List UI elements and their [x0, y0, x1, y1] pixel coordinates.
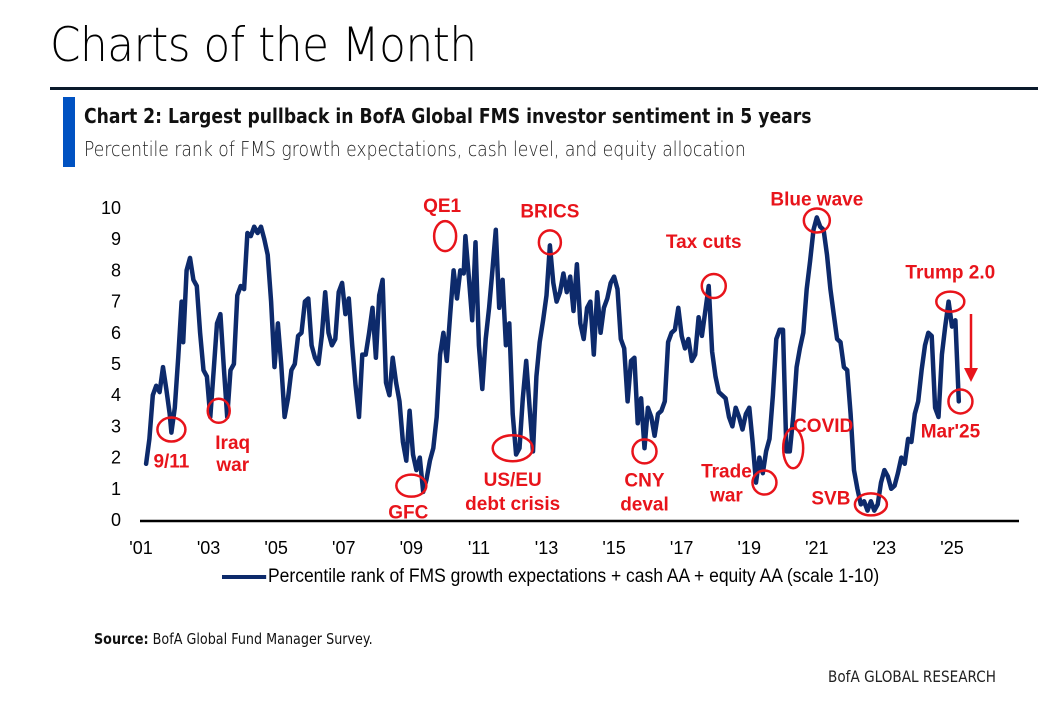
- x-tick-label: '01: [129, 538, 152, 558]
- x-tick-label: '25: [940, 538, 963, 558]
- sentiment-line-chart: 0 1 2 3 4 5 6 7 8 9 10 '01 '03 '05 '07 '09 '11 '13 '15 '17…: [101, 189, 1019, 558]
- annotation: Mar'25: [921, 388, 981, 442]
- annotation-label: war: [709, 486, 743, 507]
- annotation-circle: [537, 229, 563, 256]
- y-tick-label: 5: [111, 354, 121, 374]
- annotation-label: Iraq: [215, 433, 250, 454]
- annotation: CNY deval: [620, 438, 669, 515]
- annotation: US/EU debt crisis: [465, 433, 560, 515]
- y-axis-ticks: 0 1 2 3 4 5 6 7 8 9 10: [101, 198, 121, 530]
- annotation: BRICS: [520, 201, 579, 256]
- legend: Percentile rank of FMS growth expectatio…: [222, 566, 879, 588]
- annotation-circle: [935, 290, 966, 313]
- x-tick-label: '09: [400, 538, 423, 558]
- series-line: [143, 215, 962, 513]
- x-tick-label: '23: [873, 538, 896, 558]
- annotation-label: war: [215, 455, 249, 476]
- annotation: 9/11: [153, 416, 190, 473]
- source-text: BofA Global Fund Manager Survey.: [152, 630, 373, 648]
- annotation-label: SVB: [811, 488, 850, 509]
- annotation-label: Trade: [701, 462, 752, 483]
- annotation-label: Trump 2.0: [905, 263, 995, 284]
- x-tick-label: '03: [197, 538, 220, 558]
- y-tick-label: 2: [111, 448, 121, 468]
- y-tick-label: 4: [111, 385, 121, 405]
- down-arrow-icon: [964, 314, 978, 382]
- x-axis-ticks: '01 '03 '05 '07 '09 '11 '13 '15 '17 '19 '21 '23 '25: [129, 538, 963, 558]
- x-tick-label: '07: [332, 538, 355, 558]
- annotation-label: QE1: [423, 196, 461, 217]
- source-label: Source:: [94, 630, 149, 648]
- annotation-label: BRICS: [520, 201, 579, 222]
- annotation-label: GFC: [388, 503, 428, 524]
- annotation-circle: [631, 438, 658, 465]
- chart-subtitle: Percentile rank of FMS growth expectatio…: [84, 137, 746, 161]
- annotation-circle: [781, 426, 805, 470]
- annotation-label: debt crisis: [465, 494, 560, 515]
- y-tick-label: 6: [111, 323, 121, 343]
- annotation-circle: [156, 416, 187, 443]
- annotation: COVID: [781, 416, 853, 470]
- y-tick-label: 8: [111, 260, 121, 280]
- annotation-label: 9/11: [153, 452, 189, 473]
- x-tick-label: '13: [535, 538, 558, 558]
- annotation-circle: [700, 272, 728, 300]
- annotation-circle: [206, 397, 231, 425]
- arrow-head: [964, 368, 978, 382]
- annotation: Trump 2.0: [905, 263, 995, 313]
- source-note: Source: BofA Global Fund Manager Survey.: [94, 630, 373, 648]
- annotation-label: Blue wave: [770, 189, 863, 210]
- y-tick-label: 7: [111, 292, 121, 312]
- annotation-circle: [947, 388, 974, 415]
- chart-title: Chart 2: Largest pullback in BofA Global…: [84, 104, 812, 128]
- chart-accent-bar: [63, 97, 75, 167]
- annotation-label: deval: [620, 494, 669, 515]
- annotation-label: US/EU: [484, 470, 542, 491]
- x-tick-label: '21: [805, 538, 828, 558]
- x-tick-label: '17: [670, 538, 693, 558]
- x-tick-label: '15: [602, 538, 625, 558]
- x-tick-label: '11: [468, 538, 490, 558]
- y-tick-label: 9: [111, 229, 121, 249]
- annotation: GFC: [388, 473, 429, 524]
- page-title: Charts of the Month: [50, 18, 477, 73]
- annotation: SVB: [811, 488, 889, 517]
- legend-swatch: [222, 575, 267, 579]
- annotation-circle: [395, 473, 428, 498]
- y-tick-label: 10: [101, 198, 121, 218]
- y-tick-label: 0: [111, 510, 121, 530]
- annotation-label: Tax cuts: [666, 232, 742, 253]
- annotation-label: CNY: [624, 470, 664, 491]
- brand-footer: BofA GLOBAL RESEARCH: [828, 667, 997, 686]
- annotation-circle: [432, 219, 458, 253]
- annotation-circle: [853, 492, 889, 517]
- annotation-circle: [491, 433, 534, 463]
- annotation-label: COVID: [793, 416, 853, 437]
- annotation-circle: [751, 469, 778, 496]
- annotation: Blue wave: [770, 189, 863, 234]
- x-tick-label: '19: [738, 538, 761, 558]
- title-divider: [50, 87, 1038, 90]
- annotation-circle: [802, 207, 832, 234]
- y-tick-label: 3: [111, 416, 121, 436]
- annotation: QE1: [423, 196, 462, 253]
- annotation: Tax cuts: [666, 232, 742, 300]
- annotation-label: Mar'25: [921, 421, 981, 442]
- annotation: Trade war: [701, 462, 778, 507]
- legend-label: Percentile rank of FMS growth expectatio…: [268, 566, 880, 587]
- x-tick-label: '05: [264, 538, 287, 558]
- y-tick-label: 1: [111, 479, 121, 499]
